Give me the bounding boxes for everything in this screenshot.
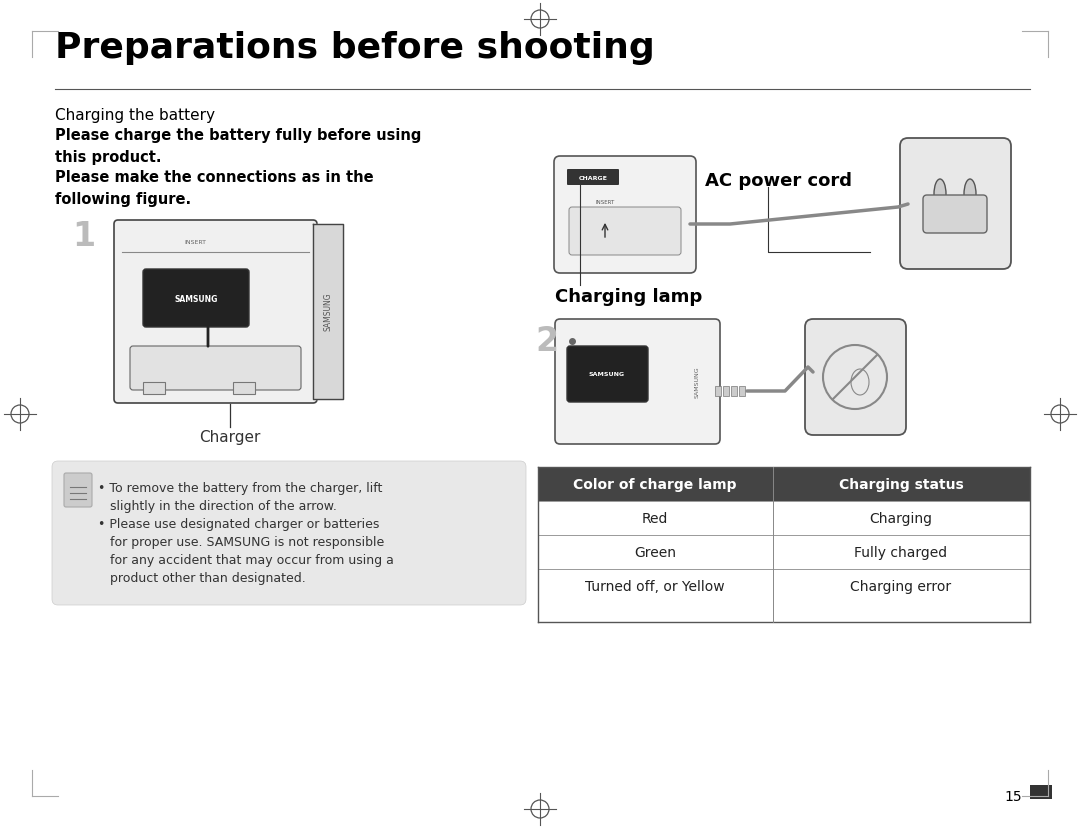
Text: INSERT: INSERT (184, 240, 206, 245)
Text: 15: 15 (1004, 789, 1022, 803)
Bar (143, 383, 165, 394)
Bar (538, 468, 1030, 502)
Bar (1030, 785, 1052, 799)
Text: 2: 2 (535, 325, 558, 358)
FancyBboxPatch shape (143, 270, 249, 328)
FancyBboxPatch shape (130, 347, 301, 391)
Text: product other than designated.: product other than designated. (98, 571, 306, 585)
Text: Fully charged: Fully charged (854, 546, 947, 560)
Ellipse shape (934, 180, 946, 209)
FancyBboxPatch shape (923, 195, 987, 233)
Text: Color of charge lamp: Color of charge lamp (573, 478, 737, 491)
FancyBboxPatch shape (900, 139, 1011, 270)
FancyBboxPatch shape (64, 474, 92, 508)
Text: Please make the connections as in the
following figure.: Please make the connections as in the fo… (55, 170, 374, 206)
Text: SAMSUNG: SAMSUNG (324, 292, 333, 331)
FancyBboxPatch shape (554, 156, 696, 274)
Text: for proper use. SAMSUNG is not responsible: for proper use. SAMSUNG is not responsib… (98, 536, 384, 548)
Bar (538, 502, 1030, 536)
Text: Charger: Charger (200, 430, 260, 445)
Text: Preparations before shooting: Preparations before shooting (55, 31, 654, 65)
FancyBboxPatch shape (555, 320, 720, 445)
Text: SAMSUNG: SAMSUNG (694, 366, 700, 397)
FancyBboxPatch shape (569, 208, 681, 256)
FancyBboxPatch shape (567, 347, 648, 402)
FancyBboxPatch shape (805, 320, 906, 436)
Text: Green: Green (634, 546, 676, 560)
Bar (538, 570, 1030, 604)
Text: Charging error: Charging error (850, 580, 951, 594)
Ellipse shape (964, 180, 976, 209)
Text: Please charge the battery fully before using
this product.: Please charge the battery fully before u… (55, 128, 421, 165)
Text: slightly in the direction of the arrow.: slightly in the direction of the arrow. (98, 499, 337, 513)
Text: • To remove the battery from the charger, lift: • To remove the battery from the charger… (98, 481, 382, 494)
Text: Charging: Charging (869, 512, 932, 525)
FancyBboxPatch shape (567, 170, 619, 185)
Text: Red: Red (642, 512, 669, 525)
Bar (538, 536, 1030, 570)
Text: Turned off, or Yellow: Turned off, or Yellow (585, 580, 725, 594)
Bar (723, 387, 729, 397)
Text: Charging lamp: Charging lamp (555, 287, 702, 306)
Text: Charging status: Charging status (839, 478, 963, 491)
Bar (715, 387, 721, 397)
Text: Charging the battery: Charging the battery (55, 108, 215, 123)
Text: SAMSUNG: SAMSUNG (174, 294, 218, 303)
Text: 1: 1 (72, 219, 95, 253)
Bar (731, 387, 737, 397)
Text: AC power cord: AC power cord (705, 171, 852, 190)
Text: CHARGE: CHARGE (579, 176, 607, 181)
FancyBboxPatch shape (52, 461, 526, 605)
Polygon shape (313, 224, 343, 400)
FancyBboxPatch shape (114, 221, 318, 403)
Text: SAMSUNG: SAMSUNG (589, 372, 625, 377)
Bar (233, 383, 255, 394)
Text: for any accident that may occur from using a: for any accident that may occur from usi… (98, 553, 394, 566)
Text: INSERT: INSERT (595, 200, 615, 205)
Bar (739, 387, 745, 397)
Text: • Please use designated charger or batteries: • Please use designated charger or batte… (98, 518, 379, 531)
